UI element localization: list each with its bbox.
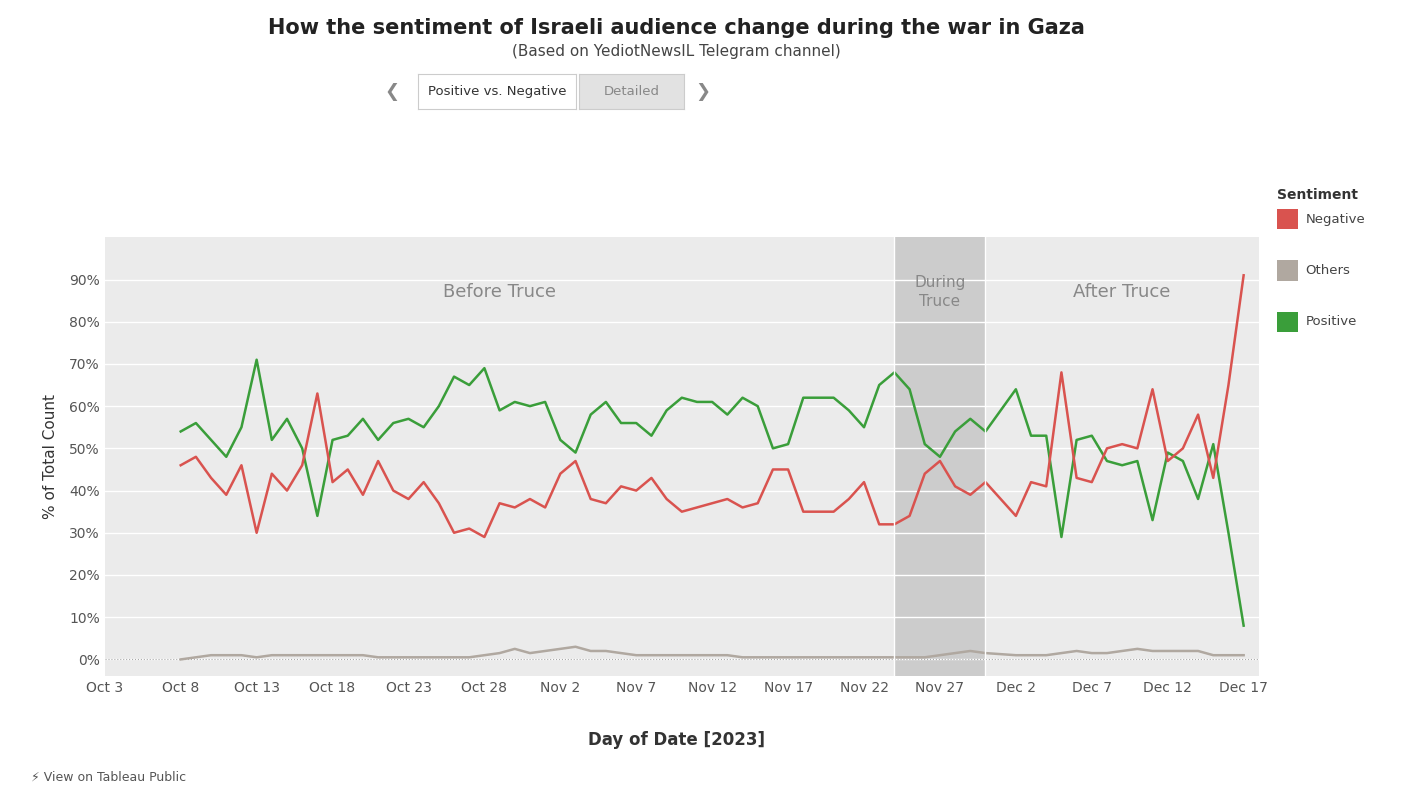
Text: Day of Date [2023]: Day of Date [2023] xyxy=(589,731,765,748)
Text: During
Truce: During Truce xyxy=(915,275,966,309)
Text: Positive: Positive xyxy=(1306,316,1357,328)
Text: After Truce: After Truce xyxy=(1073,283,1171,301)
Text: Positive vs. Negative: Positive vs. Negative xyxy=(428,85,566,98)
Text: Negative: Negative xyxy=(1306,213,1365,225)
Text: How the sentiment of Israeli audience change during the war in Gaza: How the sentiment of Israeli audience ch… xyxy=(269,17,1085,38)
Text: Detailed: Detailed xyxy=(603,85,660,98)
Text: (Based on YediotNewsIL Telegram channel): (Based on YediotNewsIL Telegram channel) xyxy=(513,44,841,59)
Text: ⚡ View on Tableau Public: ⚡ View on Tableau Public xyxy=(31,770,187,783)
Text: Others: Others xyxy=(1306,264,1351,277)
Text: ❯: ❯ xyxy=(695,83,709,100)
Y-axis label: % of Total Count: % of Total Count xyxy=(42,394,58,520)
Text: ❮: ❮ xyxy=(385,83,399,100)
Text: Sentiment: Sentiment xyxy=(1277,187,1358,202)
Bar xyxy=(895,237,986,676)
Text: Before Truce: Before Truce xyxy=(443,283,556,301)
